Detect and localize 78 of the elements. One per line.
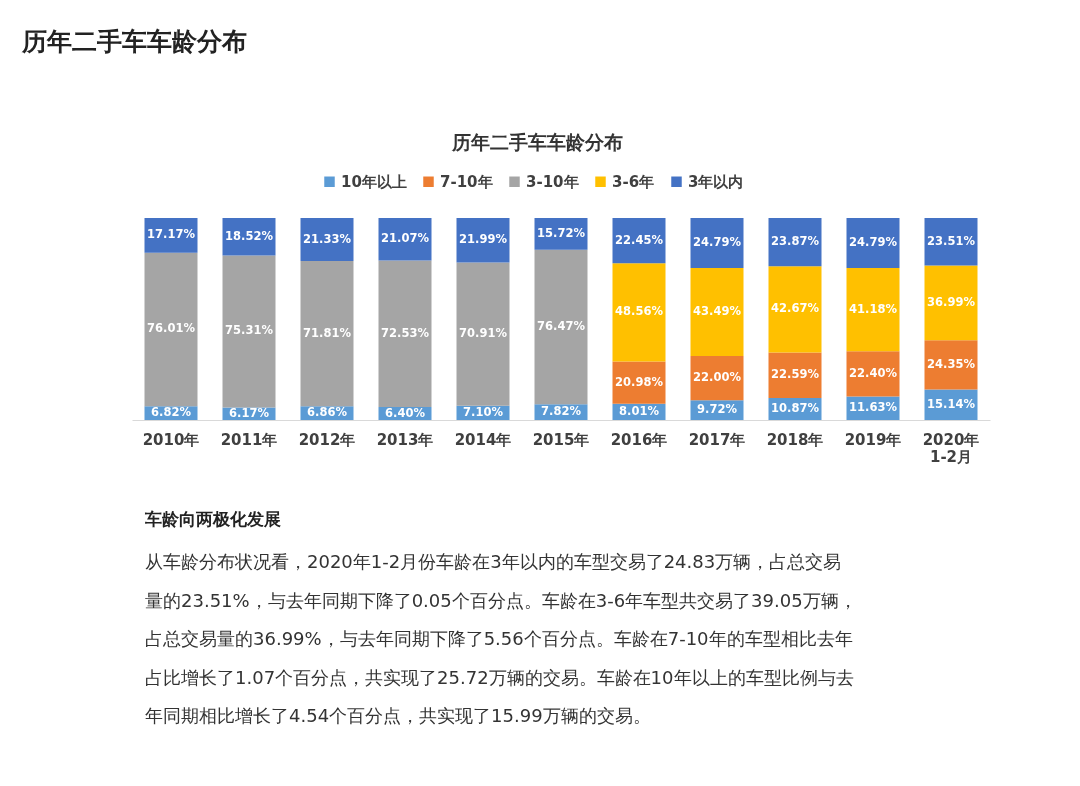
bar — [924, 218, 978, 266]
bar — [456, 262, 510, 406]
bar — [924, 265, 978, 341]
x-tick-label: 2017年 — [688, 430, 746, 449]
bar — [612, 263, 666, 362]
bar — [144, 252, 198, 407]
data-label: 70.91% — [459, 326, 508, 341]
legend-label: 7-10年 — [440, 172, 493, 191]
text: 从车龄分布状况看，2020年1-2月份车龄在3年以内的车型交易了24.83万辆，占总交易 — [145, 551, 842, 572]
data-label: 8.01% — [619, 403, 660, 418]
bar — [846, 268, 900, 352]
data-label: 22.00% — [693, 370, 742, 385]
x-tick-label: 2018年 — [766, 430, 824, 449]
x-tick-label: 2015年 — [532, 430, 590, 449]
data-label: 23.87% — [771, 234, 820, 249]
data-label: 20.98% — [615, 374, 664, 389]
x-tick-label: 2012年 — [298, 430, 356, 449]
data-label: 6.17% — [229, 405, 270, 420]
data-label: 17.17% — [147, 227, 196, 242]
legend-label: 3-6年 — [612, 172, 655, 191]
data-label: 21.99% — [459, 232, 508, 247]
bar — [846, 218, 900, 269]
legend-label: 10年以上 — [341, 172, 407, 191]
data-label: 9.72% — [697, 402, 738, 417]
data-label: 6.82% — [151, 405, 192, 420]
data-label: 36.99% — [927, 294, 976, 309]
data-label: 7.10% — [463, 404, 504, 419]
data-label: 15.14% — [927, 396, 976, 411]
text: 占比增长了1.07个百分点，共实现了25.72万辆的交易。车龄在10年以上的车型比例与去 — [145, 666, 854, 688]
data-label: 72.53% — [381, 325, 430, 340]
x-tick-label: 2013年 — [376, 430, 434, 449]
data-label: 11.63% — [849, 400, 898, 415]
data-label: 24.79% — [849, 235, 898, 250]
bar — [378, 260, 432, 408]
data-label: 76.01% — [147, 321, 196, 336]
text: 历年二手车车龄分布 — [21, 27, 247, 56]
bar — [690, 268, 744, 356]
x-tick-label: 2014年 — [454, 430, 512, 449]
data-label: 76.47% — [537, 318, 586, 333]
bar — [690, 218, 744, 269]
text: 年同期相比增长了4.54个百分点，共实现了15.99万辆的交易。 — [145, 705, 651, 726]
data-label: 6.86% — [307, 405, 348, 420]
x-tick-label: 2011年 — [220, 430, 278, 449]
data-label: 71.81% — [303, 325, 352, 340]
bar — [300, 261, 354, 407]
data-label: 15.72% — [537, 225, 586, 240]
data-label: 24.35% — [927, 356, 976, 371]
data-label: 6.40% — [385, 405, 426, 420]
bar — [222, 255, 276, 408]
data-label: 7.82% — [541, 404, 582, 419]
text: 车龄向两极化发展 — [144, 509, 281, 529]
data-label: 21.07% — [381, 231, 430, 246]
bar — [846, 351, 900, 397]
legend-label: 3年以内 — [688, 172, 744, 191]
chart-title: 历年二手车车龄分布 — [450, 131, 623, 153]
x-tick-label: 2016年 — [610, 430, 668, 449]
bar — [534, 249, 588, 405]
data-label: 22.45% — [615, 232, 664, 247]
data-label: 75.31% — [225, 323, 274, 338]
data-label: 23.51% — [927, 233, 976, 248]
data-label: 24.79% — [693, 235, 742, 250]
data-label: 48.56% — [615, 304, 664, 319]
x-tick-label: 2019年 — [844, 430, 902, 449]
text: 量的23.51%，与去年同期下降了0.05个百分点。车龄在3-6年车型共交易了39.05万辆， — [145, 589, 857, 611]
x-tick-label: 2020年 1-2月 — [922, 430, 980, 466]
data-label: 22.59% — [771, 367, 820, 382]
bar — [768, 266, 822, 353]
text: 占总交易量的36.99%，与去年同期下降了5.56个百分点。车龄在7-10年的车型相比去年 — [145, 628, 853, 649]
data-label: 21.33% — [303, 231, 352, 246]
legend-label: 3-10年 — [526, 172, 579, 191]
data-label: 43.49% — [693, 304, 742, 319]
data-label: 41.18% — [849, 301, 898, 316]
x-tick-label: 2010年 — [142, 430, 200, 449]
data-label: 10.87% — [771, 401, 820, 416]
bar — [378, 218, 432, 261]
data-label: 18.52% — [225, 228, 274, 243]
data-label: 22.40% — [849, 365, 898, 380]
data-label: 42.67% — [771, 301, 820, 316]
